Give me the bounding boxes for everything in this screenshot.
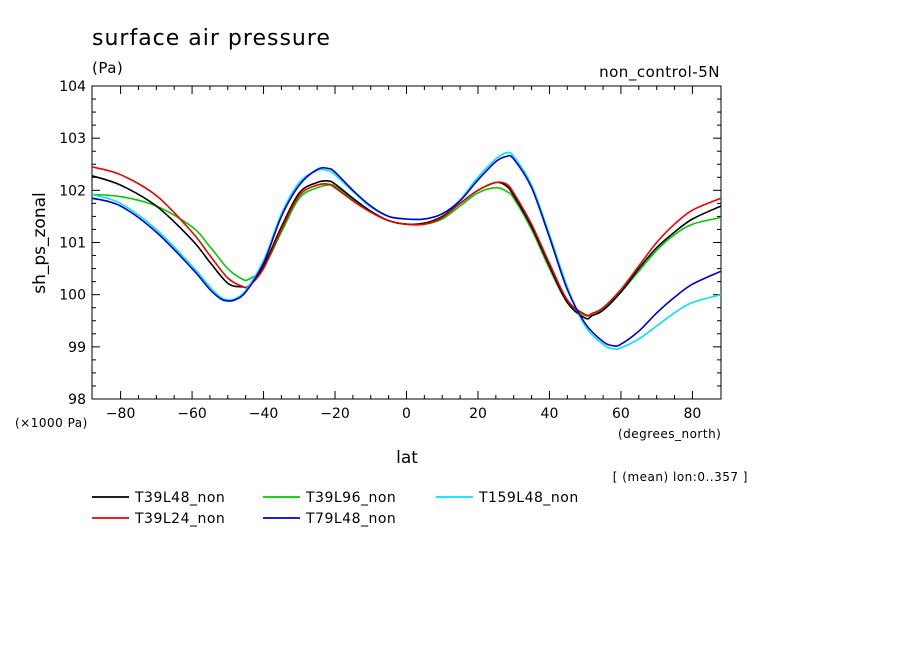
x-tick-label: 0 [402, 406, 411, 422]
units-label: (Pa) [92, 59, 123, 77]
chart-title: surface air pressure [92, 26, 331, 51]
x-tick-label: −40 [249, 406, 279, 422]
axis-ticks [92, 85, 721, 400]
legend-label: T159L48_non [478, 490, 579, 506]
series-lines [91, 151, 722, 351]
legend-label: T39L48_non [134, 490, 225, 506]
y-scale-note: (×1000 Pa) [15, 416, 88, 430]
legend: T39L48_non T39L24_non T39L96_non T79L48_non… [92, 490, 579, 527]
x-tick-label: −80 [106, 406, 136, 422]
series-line-t79l48_non [91, 154, 722, 347]
plot-frame [91, 85, 722, 400]
y-tick-label: 100 [59, 288, 86, 304]
averaging-note: [ (mean) lon:0..357 ] [613, 470, 748, 484]
legend-label: T39L96_non [305, 490, 396, 506]
y-axis-label: sh_ps_zonal [30, 192, 50, 294]
legend-label: T39L24_non [134, 511, 225, 527]
x-tick-label: −20 [320, 406, 350, 422]
x-tick-label: 20 [469, 406, 487, 422]
x-tick-labels: −80 −60 −40 −20 0 20 40 60 80 [106, 406, 702, 422]
y-tick-labels: 98 99 100 101 102 103 104 [59, 79, 86, 408]
experiment-label: non_control-5N [599, 63, 720, 82]
x-tick-label: 40 [541, 406, 559, 422]
x-tick-label: 80 [683, 406, 701, 422]
series-line-t39l24_non [91, 166, 722, 317]
y-tick-label: 102 [59, 183, 86, 199]
series-line-t39l48_non [91, 174, 722, 320]
x-tick-label: −60 [177, 406, 207, 422]
legend-label: T79L48_non [305, 511, 396, 527]
x-tick-label: 60 [612, 406, 630, 422]
y-tick-label: 101 [59, 236, 86, 252]
series-line-t39l96_non [91, 183, 722, 317]
plot-area: −80 −60 −40 −20 0 20 40 60 80 98 99 100 101 102 103 10… [59, 79, 722, 422]
x-axis-label: lat [396, 448, 418, 468]
y-tick-label: 99 [68, 340, 86, 356]
x-units-label: (degrees_north) [618, 427, 721, 441]
y-tick-label: 98 [68, 392, 86, 408]
y-tick-label: 104 [59, 79, 86, 95]
series-line-t159l48_non [91, 151, 722, 351]
y-tick-label: 103 [59, 131, 86, 147]
